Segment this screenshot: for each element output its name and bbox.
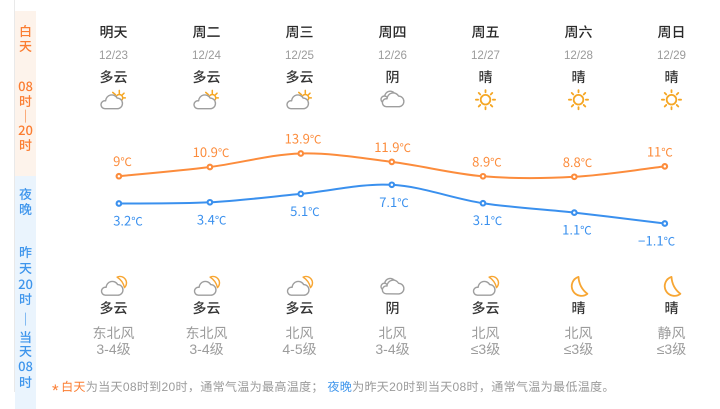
svg-text:11℃: 11℃ xyxy=(647,141,673,160)
svg-text:11.9℃: 11.9℃ xyxy=(374,137,411,156)
svg-text:3.1℃: 3.1℃ xyxy=(473,210,503,229)
svg-text:13.9℃: 13.9℃ xyxy=(285,129,322,148)
svg-text:3.4℃: 3.4℃ xyxy=(197,209,227,228)
svg-text:9℃: 9℃ xyxy=(113,151,132,170)
svg-text:7.1℃: 7.1℃ xyxy=(379,192,409,211)
svg-text:5.1℃: 5.1℃ xyxy=(290,201,320,220)
svg-text:10.9℃: 10.9℃ xyxy=(193,142,230,161)
svg-text:3.2℃: 3.2℃ xyxy=(113,211,143,230)
svg-text:−1.1℃: −1.1℃ xyxy=(638,231,676,250)
svg-text:8.9℃: 8.9℃ xyxy=(472,151,502,170)
svg-text:8.8℃: 8.8℃ xyxy=(563,152,593,171)
svg-text:1.1℃: 1.1℃ xyxy=(562,220,592,239)
